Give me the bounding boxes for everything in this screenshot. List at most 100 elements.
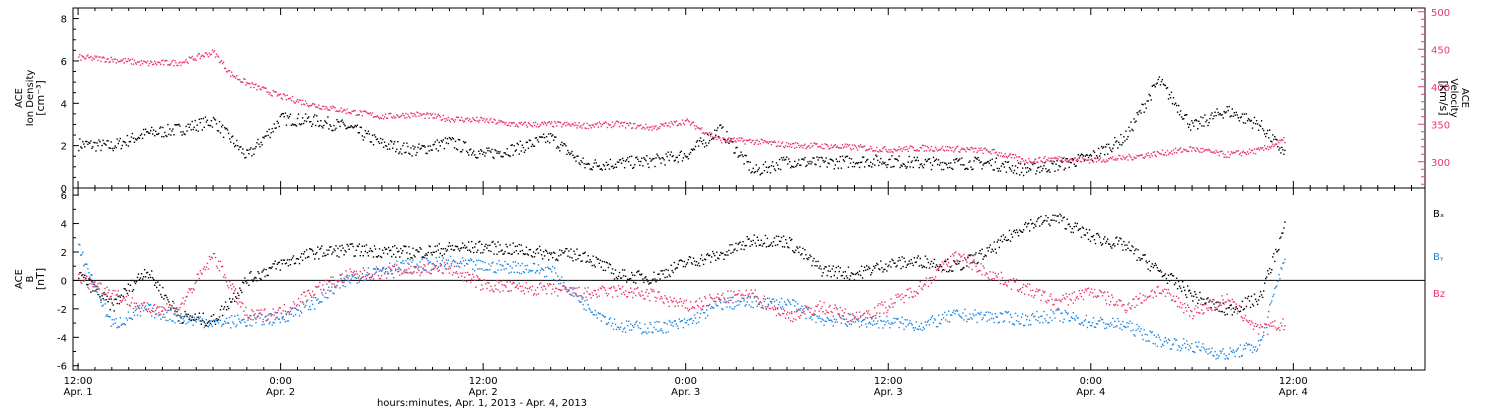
bx-series-point — [1282, 232, 1284, 234]
ion-density-series-point — [327, 116, 329, 118]
ion-density-series-point — [357, 132, 359, 134]
by-series-point — [1221, 350, 1223, 352]
by-series-point — [820, 321, 822, 323]
velocity-series-point — [397, 115, 399, 117]
by-series-point — [662, 332, 664, 334]
bx-series-point — [1240, 306, 1243, 308]
velocity-series-point — [1056, 157, 1058, 159]
bx-series-point — [338, 256, 340, 258]
velocity-series-point — [1281, 138, 1283, 141]
ion-density-series-point — [1012, 172, 1015, 174]
velocity-series-point — [84, 58, 86, 60]
ion-density-series-point — [861, 156, 864, 158]
by-series-point — [1211, 347, 1213, 350]
velocity-series-point — [862, 145, 865, 148]
velocity-series-point — [1018, 156, 1021, 158]
ion-density-series-point — [990, 164, 992, 167]
velocity-series-point — [693, 125, 696, 127]
velocity-series-point — [661, 124, 663, 126]
velocity-series-point — [238, 78, 240, 81]
velocity-series-point — [184, 60, 186, 63]
bx-series-point — [891, 258, 893, 261]
velocity-series-point — [416, 111, 418, 113]
ion-density-series-point — [800, 164, 802, 166]
velocity-series-point — [275, 91, 277, 93]
ion-density-series-point — [613, 166, 616, 168]
bx-series-point — [343, 254, 345, 256]
bx-series-point — [551, 252, 553, 254]
ion-density-series-point — [246, 149, 248, 151]
bz-series-point — [110, 295, 112, 298]
velocity-series-point — [1080, 161, 1083, 163]
bx-series-point — [177, 314, 179, 316]
bx-series-point — [428, 245, 430, 247]
ion-density-series-point — [541, 136, 544, 138]
by-series-point — [453, 260, 456, 263]
velocity-series-point — [935, 148, 938, 150]
velocity-series-point — [418, 115, 420, 117]
bx-series-point — [892, 259, 894, 262]
bx-series-point — [503, 253, 505, 255]
bx-series-point — [1253, 293, 1256, 295]
by-series-point — [306, 299, 309, 301]
by-series-point — [1233, 351, 1235, 353]
bx-series-point — [1119, 237, 1121, 239]
by-series-point — [329, 290, 331, 292]
bx-series-point — [1196, 296, 1198, 299]
bx-series-point — [716, 251, 718, 253]
bx-series-point — [482, 251, 484, 254]
bz-series-point — [216, 267, 219, 269]
bx-series-point — [564, 250, 566, 253]
velocity-series-point — [1175, 152, 1178, 154]
bx-series-point — [355, 249, 357, 251]
ion-density-series-point — [1040, 165, 1042, 168]
ion-density-series-point — [227, 132, 230, 135]
by-series-point — [654, 321, 656, 324]
bx-series-point — [118, 303, 120, 305]
by-series-point — [573, 295, 575, 297]
bx-series-point — [285, 262, 288, 264]
velocity-series-point — [644, 128, 646, 130]
bx-series-point — [636, 271, 638, 274]
by-series-point — [147, 304, 150, 306]
ion-density-series-point — [414, 146, 416, 148]
bx-series-point — [496, 253, 498, 255]
velocity-series-point — [299, 99, 302, 101]
bx-series-point — [834, 270, 836, 273]
bx-series-point — [265, 268, 267, 271]
ion-density-series-point — [700, 140, 703, 143]
ion-density-series-point — [452, 138, 455, 140]
bx-series-point — [850, 272, 853, 274]
bx-series-point — [188, 318, 190, 321]
bx-series-point — [323, 252, 325, 254]
bx-series-point — [406, 252, 408, 254]
by-series-point — [520, 272, 522, 275]
velocity-series-point — [1275, 143, 1277, 145]
bx-series-point — [613, 278, 616, 280]
bx-series-point — [928, 267, 931, 269]
velocity-series-point — [1050, 157, 1052, 160]
ion-density-series-point — [455, 148, 458, 150]
bx-series-point — [279, 269, 281, 271]
ion-density-series-point — [556, 147, 558, 149]
velocity-series-point — [427, 113, 429, 115]
by-series-point — [397, 268, 399, 270]
bx-series-point — [438, 243, 440, 245]
ion-density-series-point — [600, 168, 602, 170]
by-series-point — [536, 269, 539, 272]
velocity-series-point — [926, 145, 929, 148]
ion-density-series-point — [769, 172, 772, 174]
by-series-point — [670, 324, 672, 326]
by-series-point — [160, 318, 162, 320]
by-series-point — [690, 317, 693, 320]
velocity-series-point — [409, 117, 411, 119]
ion-density-series-point — [1164, 84, 1167, 87]
ion-density-series-point — [494, 149, 496, 151]
bx-series-point — [707, 253, 709, 255]
velocity-series-point — [1189, 146, 1191, 148]
ion-density-series-point — [1066, 158, 1068, 160]
velocity-series-point — [1070, 158, 1072, 160]
by-series-point — [95, 290, 97, 292]
by-series-point — [1132, 329, 1134, 331]
ion-density-series-point — [938, 164, 941, 166]
